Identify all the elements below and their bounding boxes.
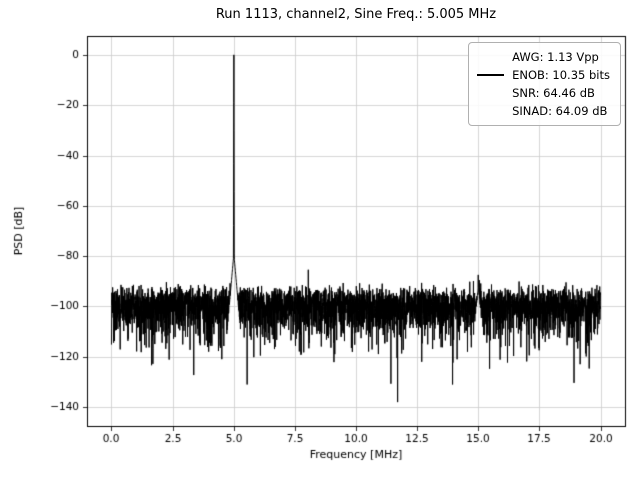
legend-line-handle — [477, 92, 504, 94]
legend-entry-snr: SNR: 64.46 dB — [477, 86, 610, 100]
legend-label-snr: SNR: 64.46 dB — [512, 86, 595, 100]
legend: AWG: 1.13 Vpp ENOB: 10.35 bits SNR: 64.4… — [468, 42, 621, 126]
legend-line-handle — [477, 56, 504, 58]
legend-entry-sinad: SINAD: 64.09 dB — [477, 104, 610, 118]
chart-title: Run 1113, channel2, Sine Freq.: 5.005 MH… — [215, 7, 497, 22]
legend-entry-awg: AWG: 1.13 Vpp — [477, 50, 610, 64]
legend-label-awg: AWG: 1.13 Vpp — [512, 50, 599, 64]
legend-line-handle — [477, 110, 504, 112]
legend-entry-enob: ENOB: 10.35 bits — [477, 68, 610, 82]
legend-label-sinad: SINAD: 64.09 dB — [512, 104, 608, 118]
legend-line-handle — [477, 74, 505, 76]
legend-label-enob: ENOB: 10.35 bits — [512, 68, 610, 82]
